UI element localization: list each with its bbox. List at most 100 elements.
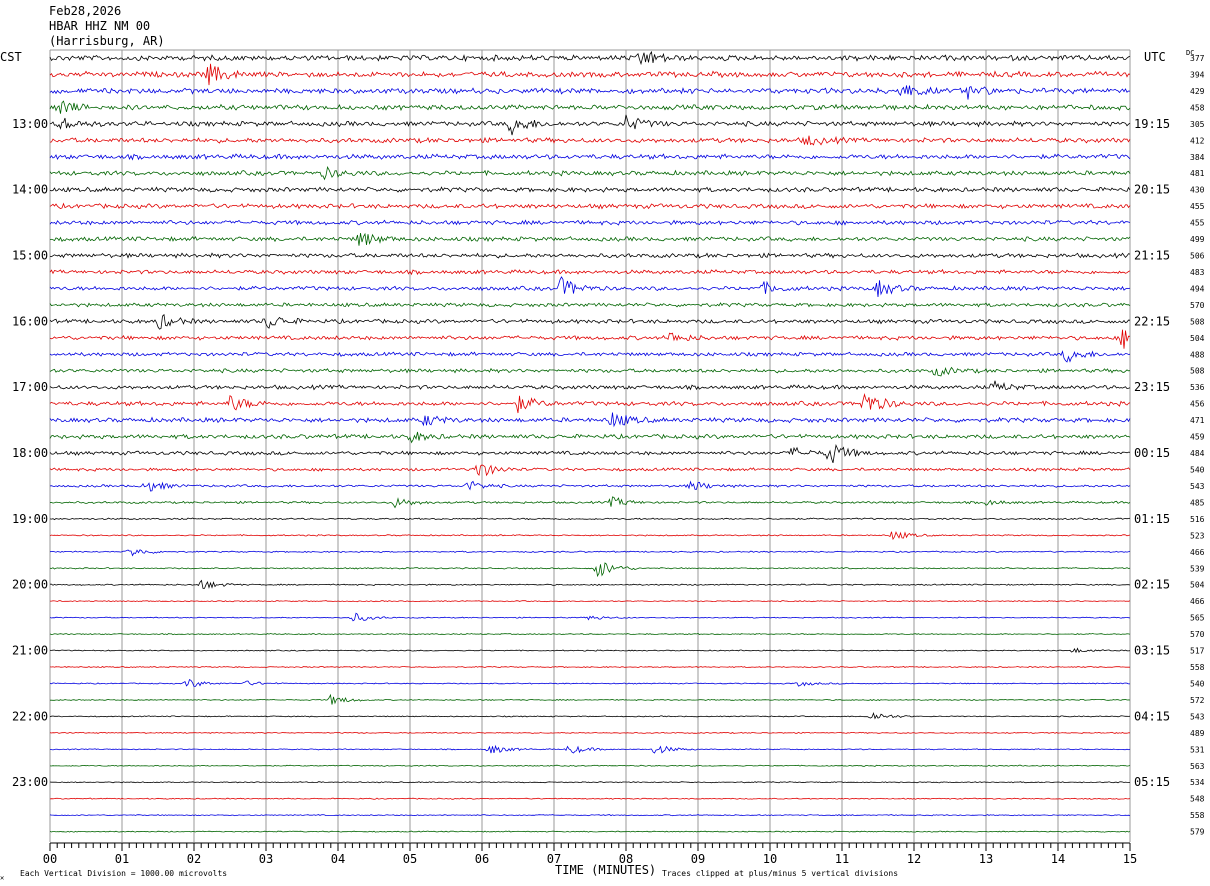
right-hour-label: 21:15 [1134,249,1170,263]
dc-value: 430 [1190,186,1205,195]
dc-value: 548 [1190,795,1205,804]
trace-row-24 [49,443,1131,464]
trace-row-27 [49,496,1131,509]
dc-value: 508 [1190,367,1205,376]
right-hour-label: 05:15 [1134,775,1170,789]
x-tick-label: 11 [835,852,849,866]
dc-value: 558 [1190,663,1205,672]
x-tick-label: 07 [547,852,561,866]
dc-header: DC [1186,49,1194,57]
dc-value: 516 [1190,515,1205,524]
dc-value: 540 [1190,680,1205,689]
left-hour-label: 22:00 [12,709,48,723]
x-tick-label: 13 [979,852,993,866]
x-axis-title: TIME (MINUTES) [555,863,656,877]
trace-row-1 [49,63,1131,86]
right-hour-labels: 19:15 20:15 21:15 22:15 23:15 00:15 01:15 02:15… [1134,117,1170,789]
plot-date: Feb28,2026 [49,4,121,18]
right-hour-label: 04:15 [1134,709,1170,723]
x-tick-label: 04 [331,852,345,866]
dc-value: 412 [1190,136,1205,145]
dc-value: 485 [1190,498,1205,507]
dc-value: 471 [1190,416,1205,425]
dc-value: 377 [1190,54,1205,63]
dc-value: 543 [1190,482,1205,491]
trace-row-10 [49,219,1131,226]
dc-value: 570 [1190,301,1205,310]
dc-value: 455 [1190,202,1205,211]
seismic-traces [49,50,1131,833]
trace-row-23 [49,431,1131,444]
trace-row-39 [50,693,1131,705]
left-hour-label: 16:00 [12,314,48,328]
x-tick-label: 06 [475,852,489,866]
trace-row-5 [49,135,1131,146]
trace-row-22 [49,412,1131,428]
dc-value: 504 [1190,581,1205,590]
dc-value: 572 [1190,696,1205,705]
trace-row-30 [49,549,1131,557]
x-tick-label: 15 [1123,852,1137,866]
trace-row-35 [49,633,1131,636]
minute-gridlines [49,49,1131,842]
dc-value: 508 [1190,317,1205,326]
dc-value: 456 [1190,400,1205,409]
trace-row-15 [49,302,1131,308]
x-axis: 00 01 02 03 04 05 06 07 08 09 10 11 12 13 14 15 [43,842,1137,866]
trace-row-18 [49,350,1131,363]
left-hour-label: 17:00 [12,380,48,394]
trace-row-44 [49,781,1131,784]
dc-value: 534 [1190,778,1205,787]
dc-value: 517 [1190,647,1205,656]
right-hour-label: 02:15 [1134,578,1170,592]
right-hour-label: 20:15 [1134,183,1170,197]
dc-value: 563 [1190,762,1205,771]
trace-row-46 [49,814,1131,817]
trace-row-26 [49,480,1131,492]
scale-note: Each Vertical Division = 1000.00 microvo… [20,869,227,878]
left-hour-label: 20:00 [12,578,48,592]
left-hour-label: 15:00 [12,249,48,263]
trace-row-43 [49,764,1131,767]
dc-value: 459 [1190,433,1205,442]
dc-value: 429 [1190,87,1205,96]
left-timezone: CST [0,50,22,64]
trace-row-32 [49,579,1131,589]
dc-value: 488 [1190,350,1205,359]
dc-value: 506 [1190,252,1205,261]
trace-row-14 [49,276,1131,298]
dc-value: 494 [1190,284,1205,293]
x-tick-label: 05 [403,852,417,866]
right-hour-label: 01:15 [1134,512,1170,526]
dc-value: 540 [1190,466,1205,475]
trace-row-33 [50,600,1131,603]
right-hour-label: 00:15 [1134,446,1170,460]
trace-row-45 [49,797,1131,800]
dc-value: 504 [1190,334,1205,343]
trace-row-4 [49,114,1131,136]
x-tick-label: 00 [43,852,57,866]
dc-value: 523 [1190,531,1205,540]
dc-value: 543 [1190,712,1205,721]
trace-row-0 [49,50,1131,66]
trace-row-28 [49,517,1131,521]
dc-value: 305 [1190,120,1205,129]
x-tick-label: 10 [763,852,777,866]
trace-row-47 [49,830,1131,833]
x-tick-label: 02 [187,852,201,866]
x-tick-label: 14 [1051,852,1065,866]
trace-row-29 [49,531,1131,541]
station-location: (Harrisburg, AR) [49,34,165,48]
trace-row-9 [49,202,1131,210]
dc-value: 489 [1190,729,1205,738]
dc-value: 458 [1190,103,1205,112]
station-id: HBAR HHZ NM 00 [49,19,150,33]
trace-row-8 [49,186,1131,193]
dc-value: 384 [1190,153,1205,162]
trace-row-6 [49,153,1131,161]
trace-row-19 [49,366,1131,377]
right-hour-label: 19:15 [1134,117,1170,131]
dc-value: 570 [1190,630,1205,639]
trace-row-31 [49,562,1131,578]
right-hour-label: 22:15 [1134,314,1170,328]
